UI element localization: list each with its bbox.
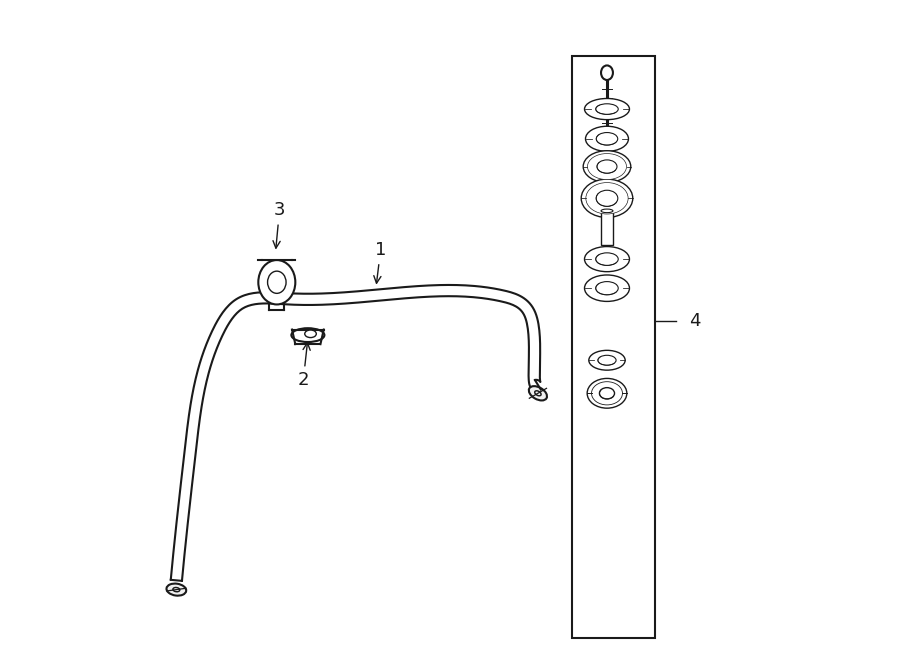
Ellipse shape	[587, 378, 626, 408]
Ellipse shape	[586, 126, 628, 151]
Ellipse shape	[601, 65, 613, 80]
Ellipse shape	[591, 381, 623, 405]
Ellipse shape	[596, 253, 618, 265]
Ellipse shape	[588, 153, 626, 180]
Bar	[572, 56, 655, 638]
Text: 3: 3	[273, 202, 285, 248]
Ellipse shape	[583, 151, 631, 182]
Ellipse shape	[166, 584, 186, 596]
Ellipse shape	[305, 330, 316, 338]
Ellipse shape	[535, 391, 541, 396]
Ellipse shape	[258, 260, 295, 305]
Text: 1: 1	[374, 241, 386, 283]
Ellipse shape	[581, 179, 633, 217]
Ellipse shape	[584, 98, 629, 120]
Ellipse shape	[584, 247, 629, 272]
Ellipse shape	[599, 387, 615, 399]
Text: 2: 2	[298, 343, 310, 389]
Ellipse shape	[596, 104, 618, 114]
Ellipse shape	[589, 350, 626, 370]
Ellipse shape	[596, 132, 617, 145]
Polygon shape	[171, 285, 541, 581]
Ellipse shape	[173, 588, 180, 592]
Ellipse shape	[601, 209, 613, 213]
Ellipse shape	[292, 329, 324, 342]
Ellipse shape	[586, 182, 628, 214]
Ellipse shape	[596, 282, 618, 295]
Bar	[601, 211, 613, 245]
Ellipse shape	[597, 160, 617, 173]
Ellipse shape	[598, 356, 616, 365]
Text: 4: 4	[689, 311, 701, 330]
Ellipse shape	[596, 190, 617, 206]
Ellipse shape	[529, 386, 547, 401]
Ellipse shape	[584, 275, 629, 301]
Ellipse shape	[267, 271, 286, 293]
